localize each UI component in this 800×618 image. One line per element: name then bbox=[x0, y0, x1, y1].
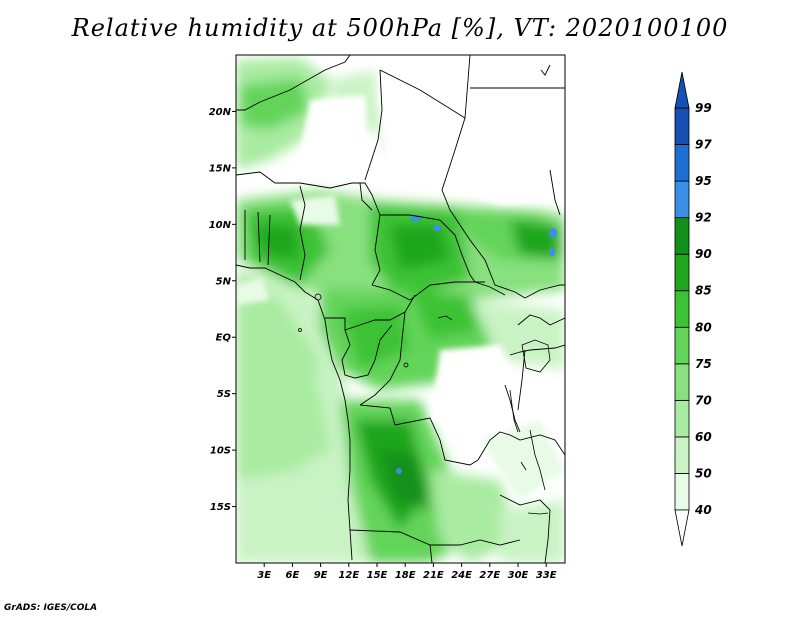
lat-tick-label: 15N bbox=[209, 163, 232, 174]
colorbar-label: 85 bbox=[695, 284, 712, 298]
colorbar-label: 99 bbox=[695, 101, 712, 115]
colorbar-label: 80 bbox=[695, 320, 712, 334]
colorbar-segment bbox=[674, 107, 690, 145]
colorbar-label: 90 bbox=[695, 247, 712, 261]
colorbar-label: 75 bbox=[695, 357, 712, 371]
saturation-spots bbox=[396, 215, 557, 474]
colorbar-label: 50 bbox=[695, 466, 712, 480]
colorbar-segment bbox=[674, 399, 690, 438]
longitude-axis: 3E 6E 9E 12E 15E 18E 21E 24E 27E 30E 33E bbox=[257, 563, 557, 581]
lon-tick-label: 15E bbox=[367, 570, 388, 581]
colorbar-segment bbox=[674, 217, 690, 255]
lat-tick-label: 15S bbox=[210, 502, 231, 513]
colorbar-segment bbox=[674, 144, 690, 182]
humidity-field bbox=[236, 55, 565, 563]
lon-tick-label: 30E bbox=[508, 570, 529, 581]
lat-tick-label: 5S bbox=[217, 389, 231, 400]
lon-tick-label: 3E bbox=[257, 570, 271, 581]
lon-tick-label: 33E bbox=[536, 570, 557, 581]
colorbar-label: 95 bbox=[695, 174, 712, 188]
colorbar-segment bbox=[674, 326, 690, 365]
lon-tick-label: 18E bbox=[395, 570, 416, 581]
colorbar-segment bbox=[674, 473, 690, 511]
colorbar: 40 50 60 70 75 80 85 90 92 95 97 99 bbox=[674, 71, 712, 547]
grads-credit: GrADS: IGES/COLA bbox=[4, 603, 98, 613]
country-borders bbox=[236, 55, 565, 563]
colorbar-segment bbox=[674, 180, 690, 219]
colorbar-segment bbox=[674, 436, 690, 474]
colorbar-segment bbox=[674, 253, 690, 292]
lat-tick-label: 10N bbox=[209, 220, 232, 231]
lat-tick-label: EQ bbox=[216, 333, 232, 344]
colorbar-label: 40 bbox=[694, 503, 712, 517]
map-frame bbox=[235, 54, 566, 564]
colorbar-label: 92 bbox=[695, 211, 712, 225]
lat-tick-label: 10S bbox=[210, 446, 231, 457]
lon-tick-label: 24E bbox=[451, 570, 472, 581]
map-title: Relative humidity at 500hPa [%], VT: 202… bbox=[71, 14, 729, 42]
lat-tick-label: 20N bbox=[209, 107, 232, 118]
lon-tick-label: 9E bbox=[314, 570, 328, 581]
lon-tick-label: 27E bbox=[479, 570, 500, 581]
latitude-axis: 20N 15N 10N 5N EQ 5S 10S 15S bbox=[209, 107, 236, 513]
lon-tick-label: 6E bbox=[286, 570, 300, 581]
colorbar-bottom-arrow bbox=[674, 509, 690, 547]
colorbar-label: 97 bbox=[695, 138, 712, 152]
colorbar-segment bbox=[674, 290, 690, 328]
lon-tick-label: 21E bbox=[423, 570, 444, 581]
colorbar-label: 60 bbox=[695, 430, 712, 444]
colorbar-segment bbox=[674, 363, 690, 401]
lakes bbox=[298, 293, 551, 515]
colorbar-label: 70 bbox=[695, 393, 712, 407]
lat-tick-label: 5N bbox=[216, 276, 232, 287]
colorbar-top-arrow bbox=[674, 71, 690, 109]
lon-tick-label: 12E bbox=[338, 570, 359, 581]
